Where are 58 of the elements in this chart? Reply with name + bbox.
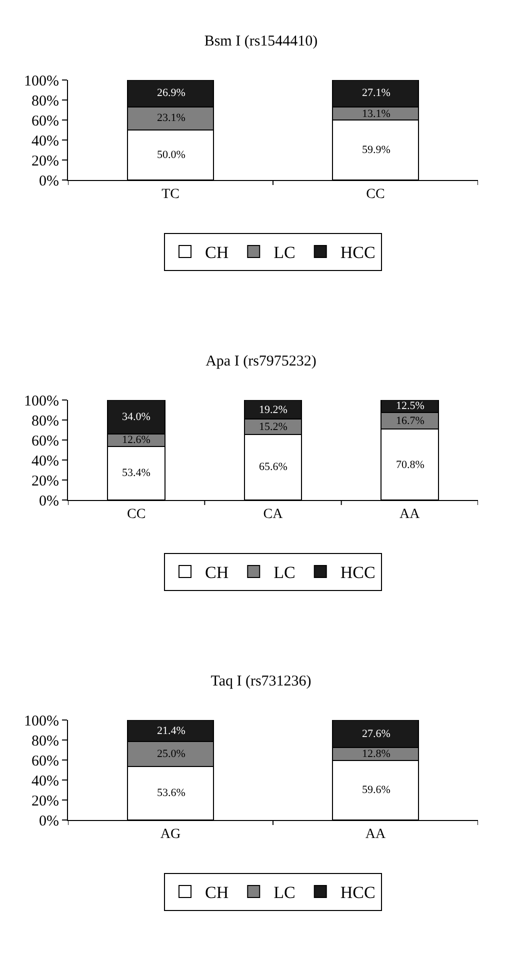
data-label: 27.6% bbox=[362, 728, 390, 740]
data-label: 12.6% bbox=[122, 434, 150, 446]
y-tick-label: 40% bbox=[32, 773, 59, 790]
data-label: 59.6% bbox=[362, 784, 390, 796]
data-label: 50.0% bbox=[157, 149, 186, 161]
data-label: 23.1% bbox=[157, 112, 186, 124]
data-label: 59.9% bbox=[362, 144, 390, 156]
y-tick-label: 80% bbox=[32, 733, 59, 750]
y-tick-label: 0% bbox=[39, 173, 59, 190]
chart-title: Apa I (rs7975232) bbox=[206, 353, 316, 370]
data-label: 16.7% bbox=[396, 415, 424, 427]
x-tick-label: TC bbox=[162, 186, 180, 202]
y-tick-label: 20% bbox=[32, 793, 59, 810]
x-tick-label: CC bbox=[366, 186, 385, 202]
chart-title: Taq I (rs731236) bbox=[210, 673, 312, 690]
data-label: 19.2% bbox=[259, 404, 288, 416]
data-label: 25.0% bbox=[157, 748, 186, 760]
y-tick-label: 0% bbox=[39, 493, 59, 510]
y-tick-label: 60% bbox=[32, 113, 59, 130]
legend-label: HCC bbox=[340, 883, 376, 902]
chart-title: Bsm I (rs1544410) bbox=[204, 33, 318, 50]
data-label: 21.4% bbox=[157, 725, 186, 737]
y-tick-label: 0% bbox=[39, 813, 59, 830]
legend-label: LC bbox=[274, 243, 296, 262]
data-label: 27.1% bbox=[362, 87, 390, 99]
y-tick-label: 100% bbox=[24, 73, 59, 90]
x-tick-label: AG bbox=[160, 826, 181, 842]
data-label: 70.8% bbox=[396, 459, 424, 471]
data-label: 53.6% bbox=[157, 787, 186, 799]
x-tick-label: AA bbox=[365, 826, 386, 842]
data-label: 12.5% bbox=[396, 400, 424, 412]
y-tick-label: 80% bbox=[32, 93, 59, 110]
y-tick-label: 60% bbox=[32, 753, 59, 770]
y-tick-label: 100% bbox=[24, 713, 59, 730]
legend-label: LC bbox=[274, 883, 296, 902]
y-tick-label: 100% bbox=[24, 393, 59, 410]
data-label: 13.1% bbox=[362, 108, 390, 120]
y-tick-label: 40% bbox=[32, 133, 59, 150]
x-tick-label: CA bbox=[263, 506, 284, 522]
y-tick-label: 60% bbox=[32, 433, 59, 450]
legend-label: HCC bbox=[340, 243, 376, 262]
x-tick-label: AA bbox=[400, 506, 421, 522]
data-label: 15.2% bbox=[259, 421, 288, 433]
data-label: 34.0% bbox=[122, 411, 150, 423]
data-label: 53.4% bbox=[122, 467, 150, 479]
legend-label: CH bbox=[205, 563, 229, 582]
y-tick-label: 20% bbox=[32, 153, 59, 170]
y-tick-label: 80% bbox=[32, 413, 59, 430]
data-label: 26.9% bbox=[157, 87, 186, 99]
legend-label: LC bbox=[274, 563, 296, 582]
data-label: 65.6% bbox=[259, 461, 288, 473]
x-tick-label: CC bbox=[126, 506, 146, 522]
data-label: 12.8% bbox=[362, 748, 390, 760]
y-tick-label: 40% bbox=[32, 453, 59, 470]
legend-label: CH bbox=[205, 883, 229, 902]
legend-label: HCC bbox=[340, 563, 376, 582]
legend-label: CH bbox=[205, 243, 229, 262]
y-tick-label: 20% bbox=[32, 473, 59, 490]
